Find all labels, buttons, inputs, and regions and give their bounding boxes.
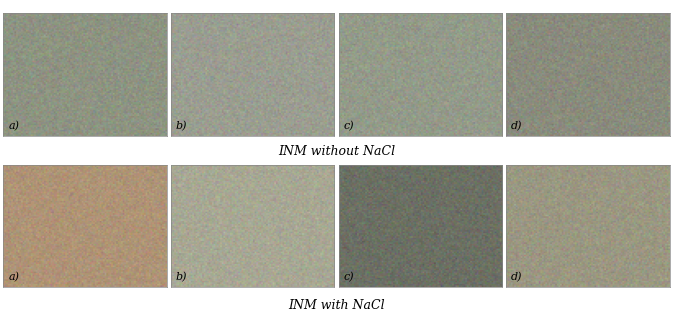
Text: c): c) [343,272,354,283]
Text: INM without NaCl: INM without NaCl [278,145,395,158]
Text: a): a) [8,120,20,131]
Text: b): b) [176,272,187,283]
Text: c): c) [343,120,354,131]
Text: d): d) [511,272,522,283]
Text: INM with NaCl: INM with NaCl [288,299,385,312]
Text: b): b) [176,120,187,131]
Text: a): a) [8,272,20,283]
Text: d): d) [511,120,522,131]
